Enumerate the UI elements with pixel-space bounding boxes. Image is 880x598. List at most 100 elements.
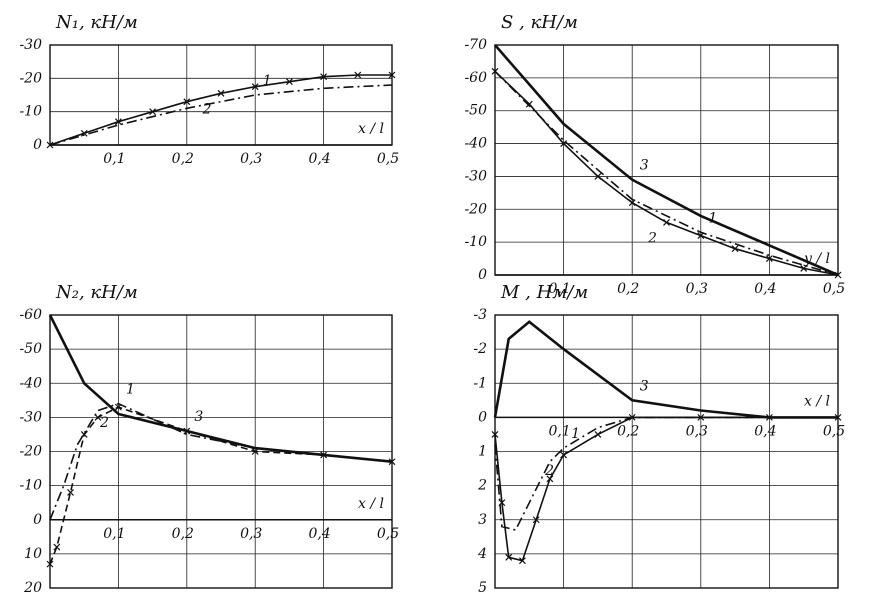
series-label: 1 bbox=[126, 382, 135, 398]
x-axis-label: x / l bbox=[358, 121, 384, 137]
x-tick-label: 0,1 bbox=[103, 526, 125, 542]
point-marker bbox=[505, 553, 513, 561]
point-marker bbox=[628, 199, 636, 207]
x-tick-label: 0,3 bbox=[240, 526, 262, 542]
point-marker bbox=[532, 516, 540, 524]
panel: N₁, кН/м 0 -10 -20 -30 0,1 0,2 0,3 0,4 0,5 x / l 1 2 bbox=[19, 12, 399, 167]
series-label: 2 bbox=[647, 230, 657, 246]
point-marker bbox=[765, 255, 773, 262]
y-tick-label: -40 bbox=[19, 375, 42, 391]
y-tick-label: 4 bbox=[477, 546, 487, 562]
point-marker bbox=[388, 71, 396, 79]
series-label: 3 bbox=[640, 378, 649, 394]
x-tick-label: 0,5 bbox=[377, 151, 399, 167]
series-line bbox=[49, 402, 393, 521]
panel-title: M , Нм/м bbox=[500, 282, 588, 303]
point-marker bbox=[149, 108, 157, 116]
point-marker bbox=[525, 100, 533, 108]
series-line bbox=[494, 70, 839, 276]
y-tick-label: 1 bbox=[478, 444, 487, 460]
y-tick-label: -60 bbox=[464, 70, 487, 86]
y-tick-label: -3 bbox=[473, 307, 487, 323]
series-line bbox=[494, 416, 838, 562]
series-label: 2 bbox=[99, 415, 109, 431]
x-tick-label: 0,1 bbox=[548, 423, 570, 439]
y-tick-label: 3 bbox=[478, 512, 487, 528]
x-axis-label: x / l bbox=[804, 393, 830, 409]
x-tick-label: 0,2 bbox=[172, 151, 194, 167]
point-marker bbox=[560, 451, 568, 459]
point-marker bbox=[251, 83, 259, 91]
point-marker bbox=[217, 89, 225, 97]
plot-frame bbox=[49, 44, 393, 146]
y-tick-label: -2 bbox=[473, 341, 487, 357]
point-marker bbox=[285, 78, 293, 86]
y-tick-label: -50 bbox=[19, 341, 42, 357]
series-label: 2 bbox=[202, 101, 212, 117]
x-tick-label: 0,5 bbox=[823, 423, 845, 439]
series-label: 2 bbox=[544, 463, 554, 479]
x-tick-label: 0,3 bbox=[686, 281, 708, 297]
point-marker bbox=[594, 431, 602, 438]
y-tick-label: 0 bbox=[478, 409, 487, 425]
panel: N₂, кН/м -60 -50 -40 -30 -20 -10 0 10 20 0,1 0,2 0,3… bbox=[19, 282, 399, 596]
x-axis-label: x / l bbox=[358, 496, 384, 512]
y-tick-label: -1 bbox=[473, 375, 487, 391]
plot-frame bbox=[494, 44, 839, 276]
y-tick-label: 20 bbox=[23, 580, 42, 596]
x-tick-label: 0,1 bbox=[103, 151, 125, 167]
x-tick-label: 0,2 bbox=[617, 281, 639, 297]
y-tick-label: 5 bbox=[478, 580, 487, 596]
y-tick-label: -20 bbox=[464, 201, 487, 217]
y-tick-label: -20 bbox=[19, 444, 42, 460]
point-marker bbox=[251, 448, 259, 455]
panel-title: N₂, кН/м bbox=[55, 282, 138, 303]
series-line bbox=[48, 314, 393, 463]
y-tick-label: -10 bbox=[19, 478, 42, 494]
x-tick-label: 0,2 bbox=[617, 423, 639, 439]
x-tick-label: 0,4 bbox=[308, 151, 330, 167]
panel: M , Нм/м -3 -2 -1 0 1 2 3 4 5 0,1 0,2 0,3 0,4 0,5 x / l… bbox=[473, 282, 845, 596]
y-tick-label: 10 bbox=[24, 546, 42, 562]
y-tick-label: 0 bbox=[33, 512, 42, 528]
y-tick-label: -10 bbox=[19, 104, 42, 120]
y-tick-label: 2 bbox=[477, 478, 487, 494]
x-tick-label: 0,3 bbox=[240, 151, 262, 167]
point-marker bbox=[834, 413, 842, 421]
y-tick-label: -70 bbox=[464, 37, 487, 53]
point-marker bbox=[114, 118, 122, 126]
y-tick-label: -30 bbox=[19, 409, 42, 425]
point-marker bbox=[53, 543, 61, 551]
panel-title: S , кН/м bbox=[501, 12, 578, 33]
point-marker bbox=[560, 140, 568, 147]
x-tick-label: 0,4 bbox=[308, 526, 330, 542]
x-tick-label: 0,4 bbox=[754, 423, 776, 439]
x-tick-label: 0,1 bbox=[548, 281, 570, 297]
point-marker bbox=[183, 98, 191, 106]
series-line bbox=[493, 320, 838, 419]
point-marker bbox=[67, 489, 74, 496]
point-marker bbox=[546, 475, 554, 483]
series-label: 3 bbox=[194, 409, 203, 425]
point-marker bbox=[320, 73, 328, 81]
point-marker bbox=[46, 141, 54, 149]
point-marker bbox=[80, 129, 88, 137]
point-marker bbox=[388, 458, 396, 466]
y-tick-label: -10 bbox=[464, 234, 487, 250]
series-label: 3 bbox=[640, 158, 649, 174]
series-label: 1 bbox=[571, 426, 580, 442]
panel: S , кН/м 0 -10 -20 -30 -40 -50 -60 -70 0,1 0,2 0,3 0… bbox=[464, 12, 845, 297]
series-line bbox=[49, 406, 393, 565]
series-label: 1 bbox=[263, 73, 272, 89]
point-marker bbox=[519, 557, 526, 565]
y-tick-label: -50 bbox=[464, 103, 487, 119]
y-tick-label: -20 bbox=[19, 70, 42, 86]
series-line bbox=[494, 44, 839, 277]
y-tick-label: -30 bbox=[464, 168, 487, 184]
series-line bbox=[49, 74, 392, 146]
y-tick-label: -60 bbox=[19, 307, 42, 323]
x-tick-label: 0,2 bbox=[172, 526, 194, 542]
x-tick-label: 0,4 bbox=[754, 281, 776, 297]
point-marker bbox=[697, 413, 705, 421]
